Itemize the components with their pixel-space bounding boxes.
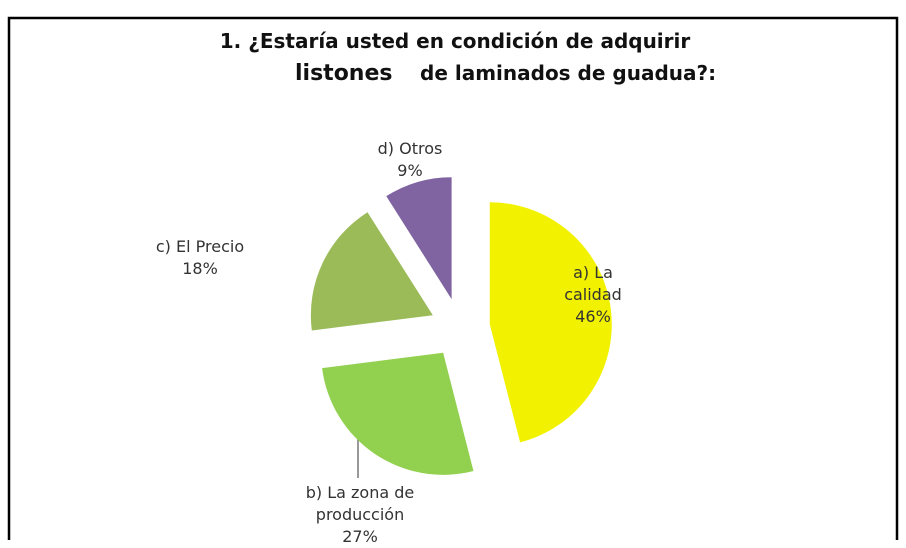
category-label: c) El Precio [155, 237, 245, 256]
chart-title: 1. ¿Estaría usted en condición de adquir… [220, 29, 691, 53]
pie-slice [489, 202, 612, 443]
value-label: 18% [182, 259, 218, 278]
pie-slice [322, 352, 474, 475]
chart-title: listones [295, 61, 393, 86]
slice-label: c) El Precio 18% [140, 236, 260, 280]
slice-label: a) La calidad 46% [548, 262, 638, 328]
slice-label: b) La zona de producción 27% [280, 482, 440, 548]
value-label: 46% [575, 307, 611, 326]
value-label: 27% [342, 527, 378, 546]
pie-slice [386, 177, 452, 300]
value-label: 9% [397, 161, 423, 180]
pie-slice [310, 212, 433, 331]
category-label: b) La zona de producción [305, 483, 415, 524]
slice-label: d) Otros 9% [365, 138, 455, 182]
category-label: a) La calidad [564, 263, 622, 304]
category-label: d) Otros [377, 139, 443, 158]
chart-title: de laminados de guadua?: [420, 61, 716, 85]
